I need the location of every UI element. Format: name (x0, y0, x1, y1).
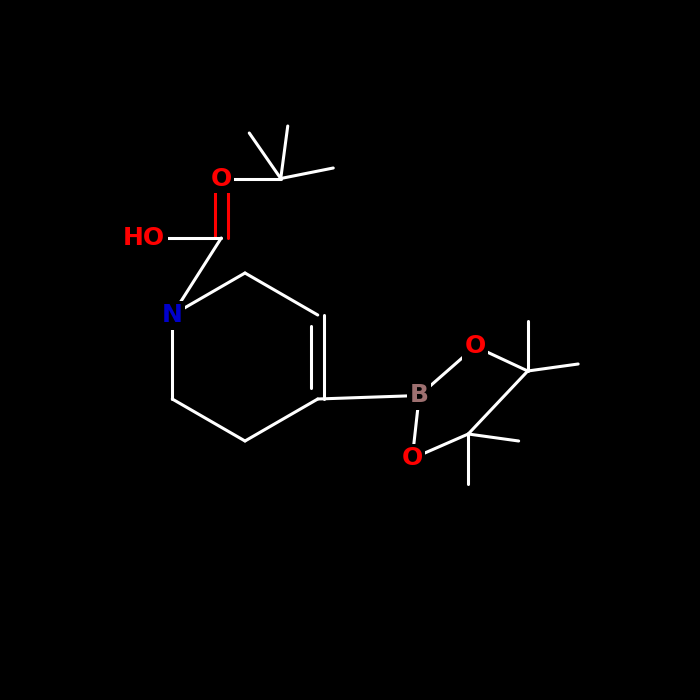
Text: B: B (410, 384, 428, 407)
Text: O: O (211, 167, 232, 190)
Text: HO: HO (123, 226, 165, 250)
Text: O: O (402, 447, 423, 470)
Text: O: O (465, 335, 486, 358)
Text: N: N (162, 303, 183, 327)
